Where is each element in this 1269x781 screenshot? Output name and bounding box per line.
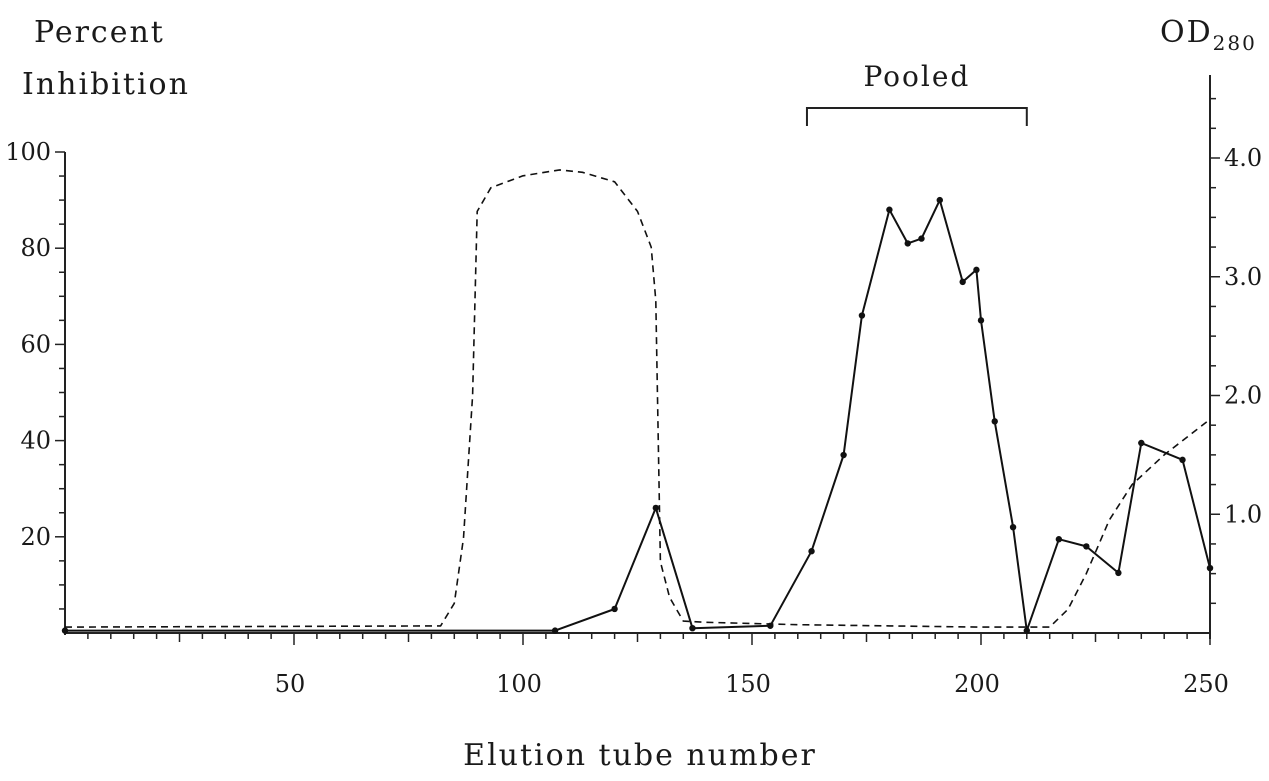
inhibition-point	[1055, 536, 1063, 543]
inhibition-point	[886, 206, 893, 213]
x-tick-label: 250	[1183, 670, 1229, 698]
x-tick-label: 50	[275, 670, 306, 698]
right-axis-title: OD280	[1160, 15, 1257, 55]
annotations: Pooled	[805, 60, 1028, 126]
inhibition-point	[904, 240, 911, 247]
left-tick-label: 100	[5, 138, 51, 166]
inhibition-point	[977, 317, 985, 324]
inhibition-point	[551, 627, 559, 634]
left-axis-title-line1: Percent	[34, 15, 165, 50]
inhibition-point	[1115, 569, 1122, 577]
x-tick-label: 150	[725, 670, 771, 698]
x-tick-label: 100	[496, 670, 542, 698]
right-axis-title-main: OD	[1160, 15, 1213, 50]
right-tick-label: 4.0	[1224, 144, 1262, 172]
inhibition-point	[689, 624, 696, 632]
inhibition-point	[973, 266, 980, 274]
inhibition-line	[65, 199, 1211, 632]
inhibition-point	[858, 312, 866, 319]
inhibition-point	[1083, 543, 1090, 550]
right-tick-label: 1.0	[1224, 500, 1262, 528]
left-tick-label: 80	[20, 234, 51, 262]
left-tick-label: 60	[20, 330, 51, 358]
inhibition-point	[991, 418, 998, 425]
x-tick-label: 200	[954, 670, 1000, 698]
right-tick-label: 3.0	[1224, 263, 1262, 291]
x-axis-title: Elution tube number	[463, 738, 817, 773]
inhibition-point	[1206, 564, 1214, 572]
inhibition-point	[918, 235, 925, 242]
inhibition-point	[611, 605, 618, 613]
left-tick-label: 20	[20, 523, 51, 551]
inhibition-point	[1023, 627, 1030, 634]
inhibition-point	[808, 548, 815, 555]
inhibition-point	[1009, 523, 1017, 531]
inhibition-point	[936, 196, 943, 204]
inhibition-point	[61, 627, 69, 634]
inhibition-point	[959, 278, 966, 286]
left-axis-title-line2: Inhibition	[22, 67, 190, 102]
inhibition-point	[840, 451, 847, 459]
pooled-bracket	[805, 107, 1028, 126]
od280-line	[64, 169, 1211, 628]
ticks: 20 40 60 80 100 1.0 2.0 3.0 4.0 50 100 150 200 250	[5, 97, 1262, 698]
pooled-label: Pooled	[863, 60, 970, 93]
right-tick-label: 2.0	[1224, 382, 1262, 410]
series-group	[61, 169, 1214, 634]
inhibition-point	[652, 504, 660, 512]
inhibition-point	[1138, 439, 1145, 447]
inhibition-point	[1179, 456, 1186, 464]
left-tick-label: 40	[20, 427, 51, 455]
right-axis-title-sub: 280	[1213, 31, 1257, 55]
